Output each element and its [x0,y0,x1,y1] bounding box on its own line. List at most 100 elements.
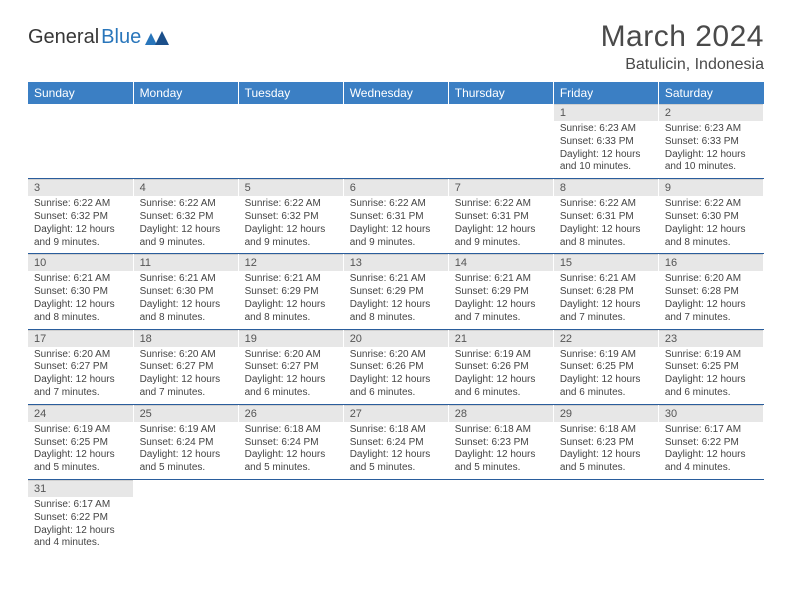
daylight-text: Daylight: 12 hours and 10 minutes. [665,149,757,175]
daylight-text: Daylight: 12 hours and 6 minutes. [245,374,337,400]
day-cell: 15Sunrise: 6:21 AMSunset: 6:28 PMDayligh… [553,254,658,329]
day-header: Sunday [28,82,133,104]
day-details: Sunrise: 6:18 AMSunset: 6:24 PMDaylight:… [344,422,448,479]
day-header: Saturday [658,82,763,104]
daylight-text: Daylight: 12 hours and 7 minutes. [560,299,652,325]
daylight-text: Daylight: 12 hours and 8 minutes. [665,224,757,250]
day-number: 28 [449,405,553,422]
sunrise-text: Sunrise: 6:19 AM [560,349,652,362]
daylight-text: Daylight: 12 hours and 9 minutes. [455,224,547,250]
day-cell: 25Sunrise: 6:19 AMSunset: 6:24 PMDayligh… [133,404,238,479]
day-header: Tuesday [238,82,343,104]
sunrise-text: Sunrise: 6:18 AM [350,424,442,437]
empty-day [449,104,553,120]
sunrise-text: Sunrise: 6:17 AM [665,424,757,437]
day-cell: 27Sunrise: 6:18 AMSunset: 6:24 PMDayligh… [343,404,448,479]
day-details: Sunrise: 6:22 AMSunset: 6:32 PMDaylight:… [134,196,238,253]
sunrise-text: Sunrise: 6:19 AM [665,349,757,362]
sunset-text: Sunset: 6:22 PM [34,512,127,525]
sunset-text: Sunset: 6:25 PM [665,361,757,374]
daylight-text: Daylight: 12 hours and 7 minutes. [140,374,232,400]
week-row: 3Sunrise: 6:22 AMSunset: 6:32 PMDaylight… [28,179,764,254]
sunset-text: Sunset: 6:23 PM [455,437,547,450]
sunset-text: Sunset: 6:32 PM [245,211,337,224]
day-number: 1 [554,104,658,121]
day-cell: 2Sunrise: 6:23 AMSunset: 6:33 PMDaylight… [658,104,763,179]
calendar-table: Sunday Monday Tuesday Wednesday Thursday… [28,82,764,554]
day-cell: 5Sunrise: 6:22 AMSunset: 6:32 PMDaylight… [238,179,343,254]
daylight-text: Daylight: 12 hours and 9 minutes. [140,224,232,250]
day-number: 11 [134,254,238,271]
sunrise-text: Sunrise: 6:21 AM [34,273,127,286]
day-cell: 31Sunrise: 6:17 AMSunset: 6:22 PMDayligh… [28,479,133,554]
calendar-head: Sunday Monday Tuesday Wednesday Thursday… [28,82,764,104]
day-cell [133,104,238,179]
day-number: 16 [659,254,763,271]
day-details: Sunrise: 6:22 AMSunset: 6:31 PMDaylight:… [449,196,553,253]
day-cell: 13Sunrise: 6:21 AMSunset: 6:29 PMDayligh… [343,254,448,329]
day-details: Sunrise: 6:20 AMSunset: 6:28 PMDaylight:… [659,271,763,328]
day-cell: 11Sunrise: 6:21 AMSunset: 6:30 PMDayligh… [133,254,238,329]
day-number: 2 [659,104,763,121]
day-cell: 22Sunrise: 6:19 AMSunset: 6:25 PMDayligh… [553,329,658,404]
day-cell: 14Sunrise: 6:21 AMSunset: 6:29 PMDayligh… [448,254,553,329]
day-number: 30 [659,405,763,422]
sunset-text: Sunset: 6:24 PM [140,437,232,450]
day-cell [343,104,448,179]
daylight-text: Daylight: 12 hours and 5 minutes. [560,449,652,475]
daylight-text: Daylight: 12 hours and 5 minutes. [140,449,232,475]
day-cell: 17Sunrise: 6:20 AMSunset: 6:27 PMDayligh… [28,329,133,404]
day-details: Sunrise: 6:22 AMSunset: 6:32 PMDaylight:… [28,196,133,253]
sunrise-text: Sunrise: 6:20 AM [665,273,757,286]
day-details: Sunrise: 6:19 AMSunset: 6:25 PMDaylight:… [659,347,763,404]
sunset-text: Sunset: 6:31 PM [350,211,442,224]
sunset-text: Sunset: 6:33 PM [560,136,652,149]
day-details: Sunrise: 6:18 AMSunset: 6:23 PMDaylight:… [449,422,553,479]
empty-day [659,480,763,496]
day-number: 22 [554,330,658,347]
sunrise-text: Sunrise: 6:22 AM [560,198,652,211]
day-cell: 12Sunrise: 6:21 AMSunset: 6:29 PMDayligh… [238,254,343,329]
sunrise-text: Sunrise: 6:19 AM [34,424,127,437]
sunrise-text: Sunrise: 6:18 AM [455,424,547,437]
day-cell: 1Sunrise: 6:23 AMSunset: 6:33 PMDaylight… [553,104,658,179]
day-details: Sunrise: 6:22 AMSunset: 6:30 PMDaylight:… [659,196,763,253]
daylight-text: Daylight: 12 hours and 10 minutes. [560,149,652,175]
sunset-text: Sunset: 6:27 PM [140,361,232,374]
daylight-text: Daylight: 12 hours and 8 minutes. [34,299,127,325]
day-details: Sunrise: 6:17 AMSunset: 6:22 PMDaylight:… [659,422,763,479]
sunrise-text: Sunrise: 6:22 AM [350,198,442,211]
day-details: Sunrise: 6:22 AMSunset: 6:31 PMDaylight:… [554,196,658,253]
week-row: 31Sunrise: 6:17 AMSunset: 6:22 PMDayligh… [28,479,764,554]
day-details: Sunrise: 6:19 AMSunset: 6:24 PMDaylight:… [134,422,238,479]
daylight-text: Daylight: 12 hours and 9 minutes. [34,224,127,250]
day-cell [133,479,238,554]
week-row: 10Sunrise: 6:21 AMSunset: 6:30 PMDayligh… [28,254,764,329]
daylight-text: Daylight: 12 hours and 9 minutes. [350,224,442,250]
day-details: Sunrise: 6:23 AMSunset: 6:33 PMDaylight:… [554,121,658,178]
day-cell: 30Sunrise: 6:17 AMSunset: 6:22 PMDayligh… [658,404,763,479]
empty-day [28,104,133,120]
sunset-text: Sunset: 6:29 PM [455,286,547,299]
sunrise-text: Sunrise: 6:22 AM [34,198,127,211]
day-cell [238,479,343,554]
sunset-text: Sunset: 6:24 PM [245,437,337,450]
sunrise-text: Sunrise: 6:23 AM [665,123,757,136]
day-cell: 8Sunrise: 6:22 AMSunset: 6:31 PMDaylight… [553,179,658,254]
day-cell: 23Sunrise: 6:19 AMSunset: 6:25 PMDayligh… [658,329,763,404]
sunset-text: Sunset: 6:25 PM [34,437,127,450]
daylight-text: Daylight: 12 hours and 6 minutes. [665,374,757,400]
day-number: 5 [239,179,343,196]
brand-logo: GeneralBlue [28,26,169,49]
day-details: Sunrise: 6:19 AMSunset: 6:26 PMDaylight:… [449,347,553,404]
sunrise-text: Sunrise: 6:20 AM [245,349,337,362]
sunrise-text: Sunrise: 6:22 AM [455,198,547,211]
sunrise-text: Sunrise: 6:20 AM [350,349,442,362]
page-header: GeneralBlue March 2024 Batulicin, Indone… [28,20,764,74]
day-details: Sunrise: 6:21 AMSunset: 6:29 PMDaylight:… [344,271,448,328]
day-header-row: Sunday Monday Tuesday Wednesday Thursday… [28,82,764,104]
empty-day [134,480,238,496]
daylight-text: Daylight: 12 hours and 6 minutes. [560,374,652,400]
brand-part2: Blue [101,26,141,49]
day-cell: 16Sunrise: 6:20 AMSunset: 6:28 PMDayligh… [658,254,763,329]
